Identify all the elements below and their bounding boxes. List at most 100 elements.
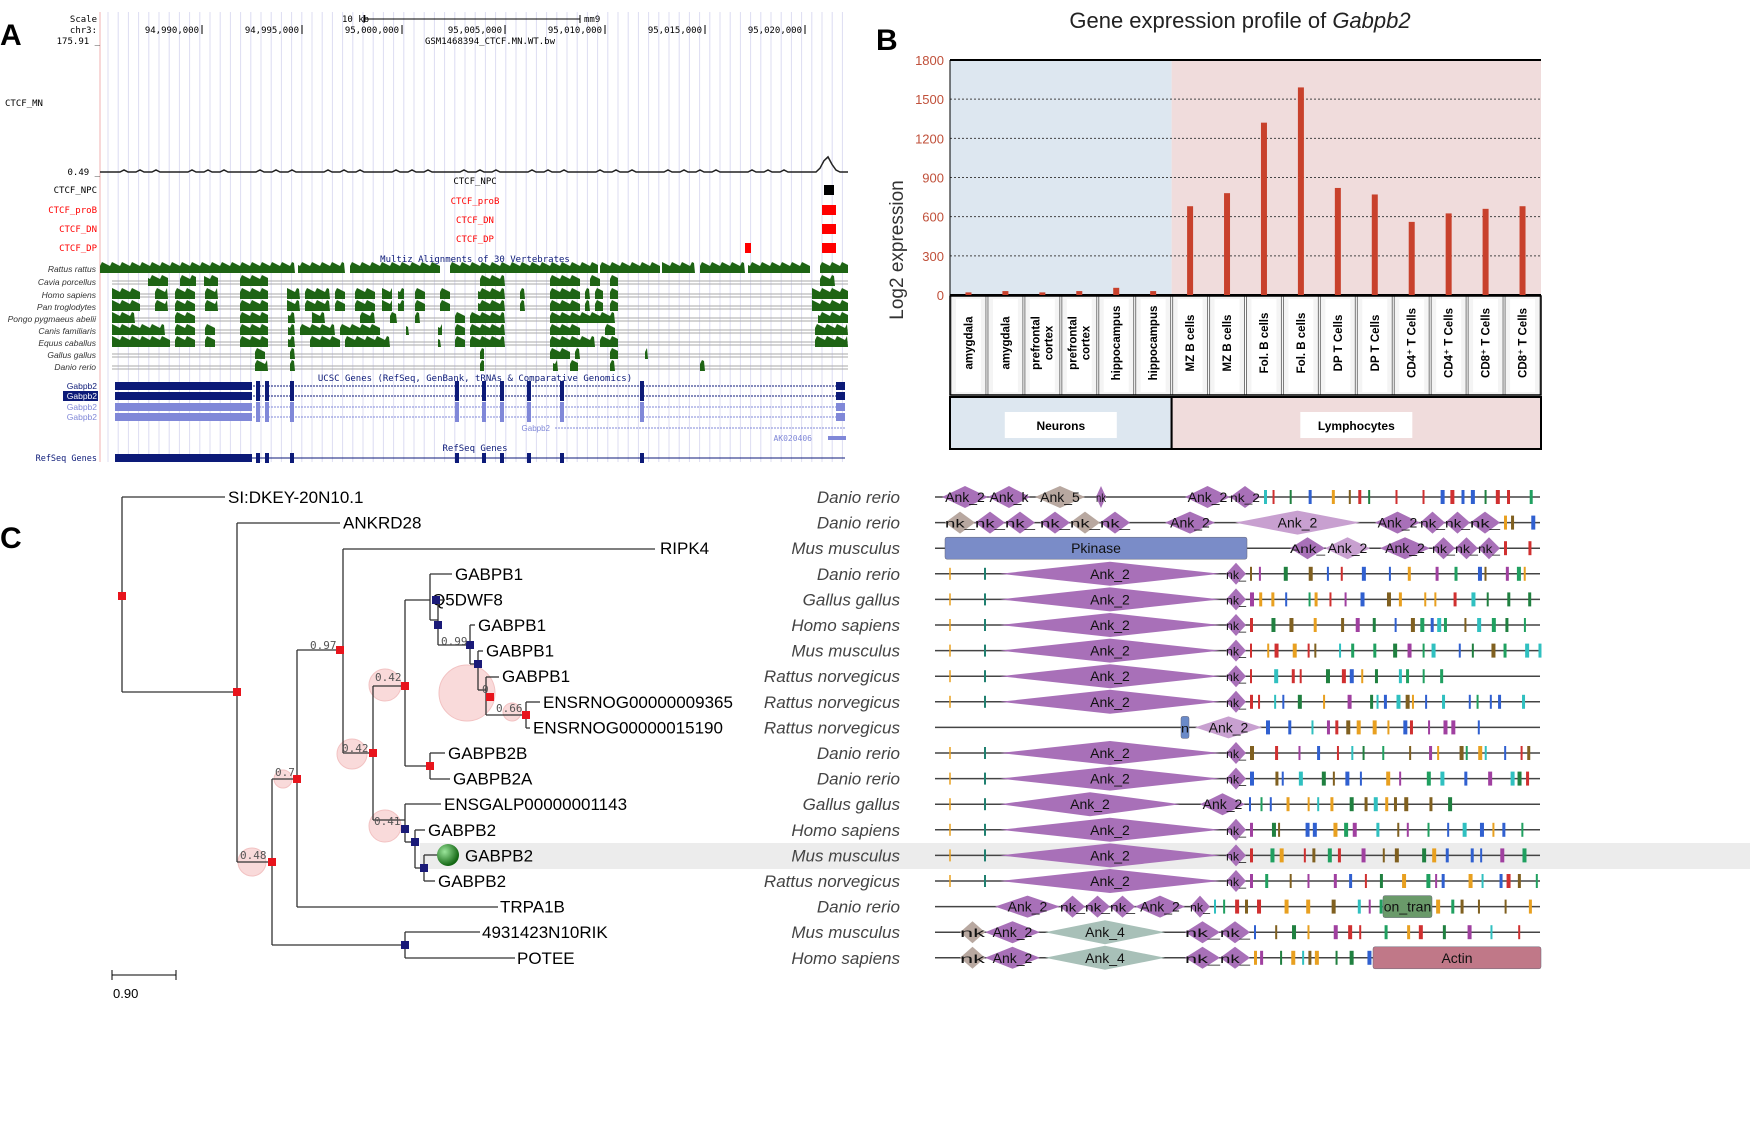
motif-tick [1520, 746, 1523, 760]
domain-label: nk_ [1226, 747, 1246, 761]
conservation-block [312, 312, 325, 323]
duplication-node [293, 775, 301, 783]
motif-tick [1498, 694, 1502, 709]
category-label: DP T Cells [1370, 315, 1382, 372]
motif-tick [1333, 822, 1338, 837]
domain-box [1180, 716, 1190, 739]
motif-tick [1462, 822, 1467, 837]
gene-exon [836, 413, 845, 421]
motif-tick [1481, 874, 1484, 888]
gene-exon [256, 412, 260, 422]
gene-exon [560, 402, 564, 412]
motif-tick [1395, 490, 1398, 504]
motif-tick [1499, 874, 1503, 888]
motif-tick [1410, 618, 1415, 632]
peak-track-label: CTCF_DP [59, 244, 98, 254]
conservation-block [585, 300, 590, 311]
conservation-block [240, 336, 268, 347]
domain-label: Ank_2 [993, 924, 1033, 940]
domain-label: nk_ [1085, 901, 1110, 915]
bar [1408, 221, 1415, 295]
motif-tick [1267, 643, 1270, 658]
conservation-block [480, 275, 505, 286]
motif-tick [1275, 746, 1279, 760]
motif-tick [1523, 618, 1526, 632]
conservation-block [470, 336, 505, 347]
motif-tick [1337, 848, 1341, 863]
species-label: Pan troglodytes [37, 302, 97, 312]
domain-diamond [1226, 665, 1246, 688]
support-value: 0.7 [275, 766, 295, 779]
domain-row: Ank_2 nk_ [935, 843, 1540, 868]
domain-architectures: Ank_2 Ank_k Ank_5 nk Ank_2 nk_2nk_ nk_ nk_ nk_ nk… [935, 486, 1542, 970]
motif-tick [1490, 925, 1493, 940]
conservation-block [550, 275, 580, 286]
motif-tick [1335, 950, 1338, 965]
motif-tick [1280, 950, 1283, 965]
tree-leaf-label: GABPB2 [438, 872, 506, 891]
domain-diamond [1230, 486, 1260, 508]
motif-tick [1327, 848, 1332, 863]
motif-tick [1275, 925, 1278, 940]
motif-tick [1307, 797, 1310, 812]
motif-tick [1510, 771, 1515, 786]
domain-row: Ank_2 nk_ [935, 817, 1540, 842]
motif-tick [1269, 797, 1272, 812]
motif-tick [1348, 490, 1351, 504]
peak-mark [822, 205, 836, 215]
gene-exon [560, 391, 564, 401]
wiggle-track [100, 155, 848, 173]
position-label: 95,010,000 [548, 26, 602, 36]
motif-tick [1425, 694, 1428, 709]
domain-label: nk [960, 926, 987, 940]
speciation-node [474, 660, 482, 668]
category-label: CD4⁺ T Cells [1444, 308, 1456, 378]
motif-tick [1308, 592, 1311, 607]
domain-label: Ank_2 [1090, 591, 1130, 607]
species-label: Rattus rattus [48, 264, 97, 274]
motif-tick [1453, 592, 1457, 607]
domain-label: Ank_4 [1085, 924, 1125, 940]
motif-tick [1511, 515, 1515, 530]
conservation-block [610, 300, 618, 311]
motif-tick [1436, 899, 1441, 914]
domain-label: nk_ [1226, 875, 1246, 889]
duplication-node [486, 693, 494, 701]
tree-leaf-label: SI:DKEY-20N10.1 [228, 488, 363, 507]
motif-tick [1386, 592, 1391, 607]
motif-tick [1214, 899, 1216, 914]
conservation-block [550, 348, 570, 359]
species-label: Danio rerio [817, 488, 900, 507]
motif-tick [1333, 925, 1338, 940]
motif-tick [1504, 515, 1507, 530]
motif-tick [1407, 925, 1411, 940]
domain-diamond [975, 511, 1005, 534]
duplication-node [336, 646, 344, 654]
motif-tick [1521, 822, 1524, 837]
domain-row: nk Ank_2 Ank_4 nk_ nk_ [935, 920, 1540, 945]
domain-diamond [1045, 945, 1165, 970]
ucsc-genes-title: UCSC Genes (RefSeq, GenBank, tRNAs & Com… [318, 374, 632, 384]
category-label: amygdala [963, 316, 975, 370]
motif-tick [1525, 643, 1530, 658]
motif-tick [1260, 797, 1263, 812]
motif-tick [1341, 669, 1346, 684]
motif-tick [1291, 669, 1295, 684]
domain-row: Ank_2 nk_ [935, 869, 1540, 893]
domain-diamond [1000, 587, 1220, 612]
conservation-block [550, 288, 580, 299]
position-label: 94,995,000 [245, 26, 299, 36]
domain-diamond [1290, 537, 1325, 560]
conservation-block [112, 312, 135, 323]
conservation-block [553, 360, 558, 371]
conservation-block [595, 300, 603, 311]
domain-diamond [945, 511, 975, 534]
tree-leaf-label: GABPB2 [428, 821, 496, 840]
motif-tick [1254, 950, 1257, 965]
motif-tick [1235, 899, 1240, 914]
motif-tick [1427, 822, 1430, 837]
motif-tick [1516, 566, 1521, 581]
duplication-node [118, 592, 126, 600]
conservation-block [255, 348, 265, 359]
motif-tick [1297, 694, 1302, 709]
